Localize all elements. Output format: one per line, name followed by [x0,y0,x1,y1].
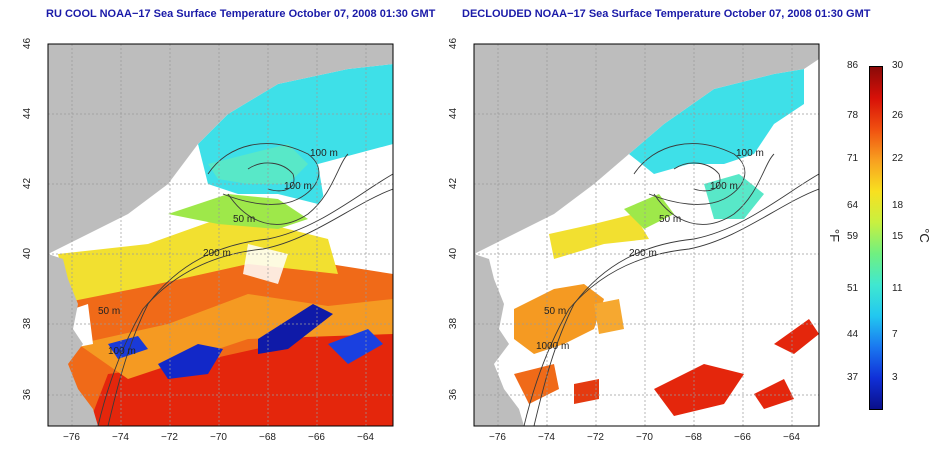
fahrenheit-tick: 37 [847,372,859,383]
fahrenheit-tick: 71 [847,153,859,164]
green-band [624,194,674,229]
lat-lon-grid [474,44,819,426]
title-left: RU COOL NOAA−17 Sea Surface Temperature … [46,8,436,20]
fahrenheit-unit: °F [827,228,843,243]
land-mass [48,254,98,426]
orange-band [514,284,604,354]
celsius-tick: 15 [892,231,904,242]
colorbar [869,66,883,410]
x-tick-label: −66 [308,432,325,443]
celsius-tick: 30 [892,60,904,71]
y-tick-label: 36 [448,388,460,401]
cold-eddy [108,336,148,359]
x-tick-label: −68 [259,432,276,443]
contour-label: 50 m [544,306,566,317]
land-mass [474,254,524,426]
map-panel-declouded: 100 m 100 m 50 m 200 m 50 m 1000 m [473,43,820,427]
x-tick-label: −68 [685,432,702,443]
fahrenheit-tick: 78 [847,110,859,121]
contour-label: 100 m [736,148,764,159]
contour-label: 100 m [284,181,312,192]
cold-eddy [328,329,383,364]
celsius-tick: 11 [892,283,903,294]
land-mass [48,44,393,254]
hot-patch [654,364,744,416]
y-tick-label: 38 [22,317,34,330]
contour-label: 50 m [233,214,255,225]
x-tick-label: −64 [357,432,374,443]
x-tick-label: −66 [734,432,751,443]
celsius-tick: 7 [892,329,898,340]
plot-frame [473,43,820,427]
title-right: DECLOUDED NOAA−17 Sea Surface Temperatur… [462,8,871,20]
y-tick-label: 46 [448,37,460,50]
x-tick-label: −72 [161,432,178,443]
fahrenheit-tick: 64 [847,200,859,211]
contour-label: 50 m [659,214,681,225]
celsius-tick: 18 [892,200,904,211]
lat-lon-grid [48,44,393,426]
gulf-of-maine-water [629,69,804,174]
y-tick-label: 40 [22,247,34,260]
contour-label: 100 m [710,181,738,192]
green-band [168,194,308,229]
yellow-band [58,219,338,302]
x-tick-label: −64 [783,432,800,443]
contour-label: 50 m [98,306,120,317]
contour-label: 100 m [108,346,136,357]
contour-label: 200 m [203,248,231,259]
fahrenheit-tick: 44 [847,329,859,340]
celsius-unit: °C [916,228,932,243]
y-tick-label: 40 [448,247,460,260]
y-tick-label: 44 [22,107,34,120]
contour-label: 100 m [310,148,338,159]
bathymetry-contours [523,143,819,426]
contour-label: 1000 m [536,341,569,352]
x-tick-label: −70 [636,432,653,443]
orange-patch [594,299,624,334]
bathymetry-contours [97,143,393,426]
plot-frame [47,43,394,427]
x-tick-label: −76 [63,432,80,443]
x-tick-label: −76 [489,432,506,443]
cold-eddy [158,344,223,379]
fahrenheit-tick: 51 [847,283,859,294]
y-tick-label: 44 [448,107,460,120]
y-tick-label: 38 [448,317,460,330]
y-tick-label: 36 [22,388,34,401]
x-tick-label: −74 [112,432,129,443]
x-tick-label: −72 [587,432,604,443]
y-tick-label: 42 [22,177,34,190]
contour-label: 200 m [629,248,657,259]
cold-eddy [258,304,333,354]
celsius-tick: 22 [892,153,904,164]
y-tick-label: 46 [22,37,34,50]
y-tick-label: 42 [448,177,460,190]
hot-patch [574,379,599,404]
fahrenheit-tick: 59 [847,231,859,242]
x-tick-label: −70 [210,432,227,443]
cloud-patch [318,144,393,254]
x-tick-label: −74 [538,432,555,443]
celsius-tick: 26 [892,110,904,121]
land-mass [474,44,819,254]
yellow-band [549,214,649,259]
hot-patch [774,319,819,354]
fahrenheit-tick: 86 [847,60,859,71]
map-panel-raw: 100 m 100 m 50 m 200 m 50 m 100 m [47,43,394,427]
hot-patch [754,379,794,409]
celsius-tick: 3 [892,372,898,383]
